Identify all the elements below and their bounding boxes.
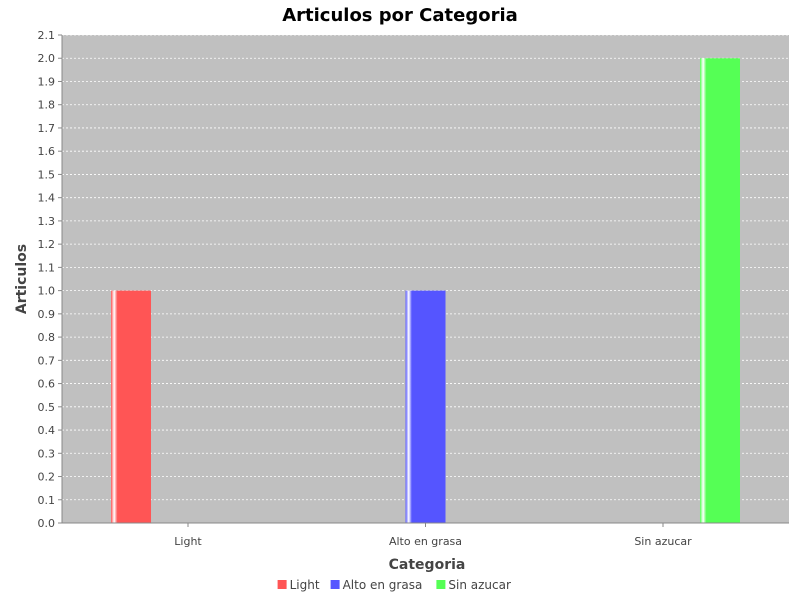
x-tick-label: Alto en grasa — [389, 535, 462, 548]
axes — [58, 34, 789, 527]
bars — [111, 58, 740, 523]
y-tick-label: 0.6 — [38, 378, 56, 391]
y-tick-label: 1.1 — [38, 261, 56, 274]
y-tick-label: 1.6 — [38, 145, 56, 158]
x-tick-labels: Light Alto en grasa Sin azucar — [174, 535, 692, 548]
legend-label: Light — [290, 578, 320, 592]
y-tick-label: 1.8 — [38, 99, 56, 112]
y-tick-label: 2.1 — [38, 29, 56, 42]
y-tick-label: 2.0 — [38, 52, 56, 65]
y-tick-label: 1.5 — [38, 168, 56, 181]
bar-alto-en-grasa — [405, 290, 446, 523]
y-tick-label: 1.3 — [38, 215, 56, 228]
y-axis-label: Articulos — [14, 244, 30, 314]
y-tick-labels: 0.0 0.1 0.2 0.3 0.4 0.5 0.6 0.7 0.8 0.9 1.0 1.1 1.2 1… — [38, 29, 56, 530]
gridlines — [62, 34, 789, 501]
chart-title: Articulos por Categoria — [282, 5, 518, 26]
y-tick-label: 1.7 — [38, 122, 56, 135]
y-tick-label: 1.2 — [38, 238, 56, 251]
y-tick-label: 0.7 — [38, 354, 56, 367]
legend-label: Alto en grasa — [343, 578, 423, 592]
y-tick-label: 0.9 — [38, 308, 56, 321]
y-tick-label: 0.8 — [38, 331, 56, 344]
y-tick-label: 0.2 — [38, 471, 56, 484]
y-tick-label: 1.4 — [38, 192, 56, 205]
y-tick-label: 0.1 — [38, 494, 56, 507]
y-tick-label: 0.4 — [38, 424, 56, 437]
y-tick-label: 0.5 — [38, 401, 56, 414]
legend: Light Alto en grasa Sin azucar — [277, 578, 511, 592]
legend-swatch — [330, 580, 340, 589]
y-tick-label: 0.0 — [38, 517, 56, 530]
x-tick-label: Light — [174, 535, 202, 548]
legend-label: Sin azucar — [448, 578, 511, 592]
bar-sin-azucar — [699, 58, 740, 523]
x-tick-label: Sin azucar — [634, 535, 692, 548]
legend-swatch — [277, 580, 287, 589]
legend-swatch — [436, 580, 446, 589]
y-tick-label: 1.0 — [38, 285, 56, 298]
x-axis-label: Categoria — [389, 557, 466, 573]
bar-light — [111, 290, 152, 523]
y-tick-label: 0.3 — [38, 447, 56, 460]
y-tick-label: 1.9 — [38, 75, 56, 88]
